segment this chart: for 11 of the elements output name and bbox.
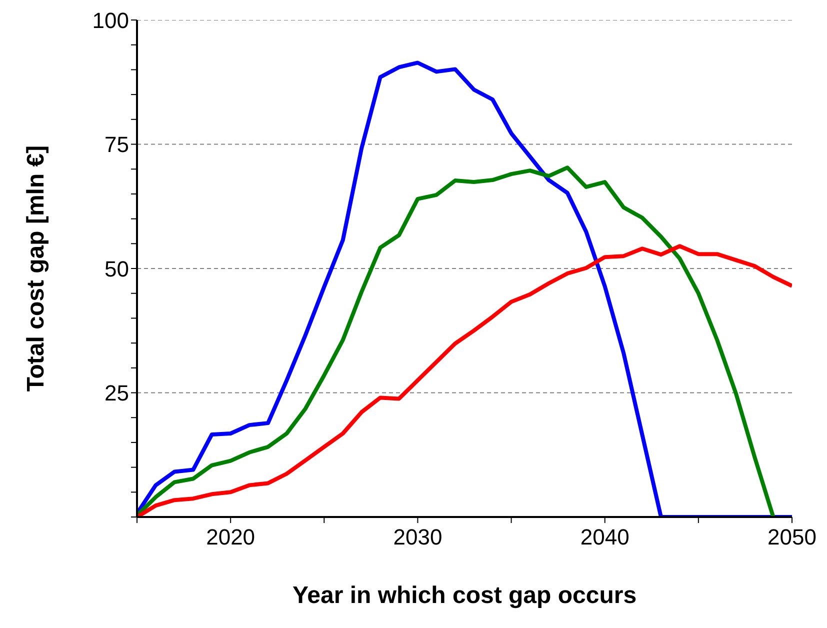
x-tick-label: 2040 [580,524,630,550]
y-tick-label: 25 [104,380,129,406]
x-tick-label: 2050 [768,524,816,550]
y-axis-title: Total cost gap [mln €] [22,145,50,392]
x-tick-label: 2030 [393,524,442,550]
x-tick-label: 2020 [206,524,256,550]
x-axis-title: Year in which cost gap occurs [292,582,637,609]
y-tick-label: 100 [92,8,129,33]
line-series [137,166,776,517]
y-tick-label: 75 [104,132,129,158]
y-tick-label: 50 [104,256,129,282]
